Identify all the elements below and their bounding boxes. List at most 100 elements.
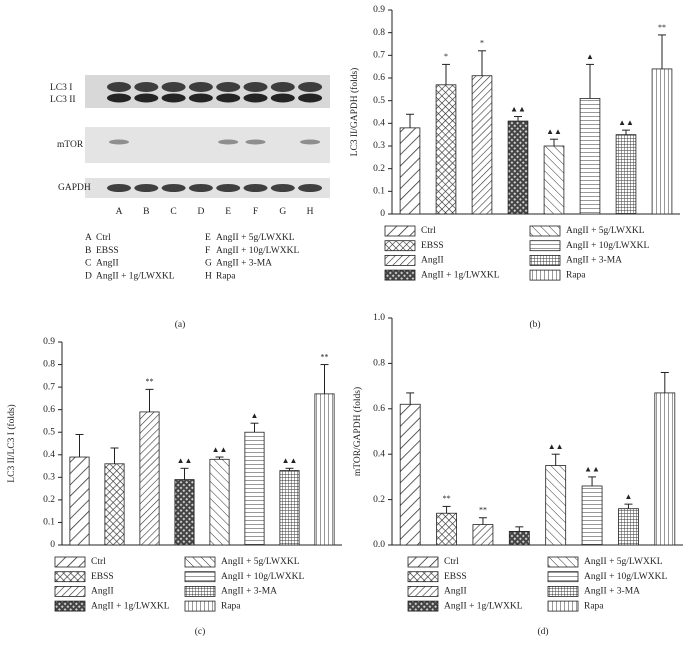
legend-swatch — [529, 225, 561, 237]
band — [298, 93, 323, 103]
legend-swatch — [407, 556, 439, 568]
legend-swatch — [54, 556, 86, 568]
y-tick-label: 0.8 — [373, 359, 385, 369]
bar — [209, 458, 230, 546]
bar — [244, 431, 265, 546]
y-tick-label: 0.3 — [373, 141, 385, 151]
legend-lane: B — [85, 246, 91, 256]
band — [216, 184, 241, 192]
legend-swatch — [529, 254, 561, 266]
legend-label: AngII + 10g/LWXKL — [584, 572, 667, 582]
y-axis-label: LC3 II/LC3 I (folds) — [6, 404, 17, 482]
band — [161, 93, 186, 103]
bar — [104, 463, 125, 546]
band — [243, 184, 268, 192]
band — [134, 93, 159, 103]
legend-label: AngII — [444, 587, 467, 597]
band — [188, 184, 213, 192]
legend-swatch — [384, 240, 416, 252]
band — [188, 93, 213, 103]
annotation: ▲▲ — [584, 465, 600, 474]
panel-caption: (c) — [195, 626, 206, 637]
legend-lane: H — [205, 271, 212, 281]
legend-lane: D — [85, 271, 92, 281]
bar — [654, 392, 676, 546]
y-tick-label: 0.0 — [373, 540, 385, 550]
legend-label: AngII + 5g/LWXKL — [216, 233, 295, 243]
bar — [436, 512, 457, 546]
legend-swatch — [547, 586, 579, 597]
panel-caption: (d) — [537, 626, 548, 637]
lane-label: C — [170, 207, 176, 217]
bar — [579, 98, 601, 215]
band — [298, 184, 323, 192]
band — [107, 93, 131, 103]
legend-label: AngII + 10g/LWXKL — [216, 246, 299, 256]
y-tick-label: 0.9 — [43, 337, 55, 347]
legend-label: Rapa — [566, 270, 586, 280]
lane-label: H — [307, 207, 314, 217]
band — [161, 82, 186, 92]
band — [298, 82, 323, 92]
legend-lane: G — [205, 259, 212, 269]
lane-label: B — [143, 207, 149, 217]
bar — [279, 470, 300, 546]
legend-label: AngII + 1g/LWXKL — [91, 601, 170, 611]
legend-swatch — [407, 586, 439, 597]
legend-label: EBSS — [91, 572, 114, 582]
legend-lane: A — [85, 233, 92, 243]
legend-lane: F — [205, 246, 210, 256]
y-tick-label: 0.6 — [373, 73, 385, 83]
band — [270, 93, 295, 103]
bar — [543, 145, 565, 215]
y-tick-label: 0.1 — [373, 187, 385, 197]
panel-caption: (b) — [529, 319, 540, 330]
y-tick-label: 0.8 — [373, 28, 385, 38]
legend-swatch — [547, 600, 579, 612]
legend-label: AngII + 3-MA — [566, 256, 622, 266]
bar — [472, 524, 494, 546]
annotation: ** — [479, 506, 487, 515]
lane-label: A — [116, 207, 123, 217]
annotation: ▲ — [586, 52, 594, 61]
legend-swatch — [184, 571, 216, 583]
annotation: ▲▲ — [546, 127, 562, 136]
band — [270, 184, 295, 192]
bar — [399, 403, 421, 546]
legend-label: AngII + 3-MA — [216, 259, 272, 269]
legend-swatch — [547, 556, 579, 568]
bar — [314, 393, 335, 546]
blot-row-label: LC3 I — [50, 83, 72, 93]
band — [107, 184, 131, 192]
bar — [174, 479, 195, 546]
bar — [435, 84, 457, 215]
band — [107, 82, 131, 92]
bar — [471, 75, 493, 215]
annotation: ▲▲ — [618, 118, 634, 127]
lane-label: F — [253, 207, 258, 217]
legend-swatch — [547, 571, 579, 583]
blot-panel — [85, 75, 330, 198]
bar — [69, 456, 90, 546]
legend-swatch — [407, 571, 439, 583]
lane-label: D — [197, 207, 204, 217]
y-axis-label: LC3 II/GAPDH (folds) — [349, 68, 360, 157]
band — [188, 82, 213, 92]
annotation: * — [480, 39, 484, 48]
legend-swatch — [384, 225, 416, 237]
legend-lane: C — [85, 259, 91, 269]
legend-swatch — [384, 269, 416, 281]
bar — [508, 530, 530, 546]
legend-label: AngII — [421, 256, 444, 266]
legend-swatch — [54, 571, 86, 583]
annotation: ** — [443, 494, 451, 503]
blot-strip — [85, 75, 330, 108]
legend-label: AngII + 1g/LWXKL — [96, 271, 175, 281]
band — [243, 93, 268, 103]
legend-label: AngII + 3-MA — [584, 587, 640, 597]
y-axis-label: mTOR/GAPDH (folds) — [352, 387, 363, 476]
legend-label: Rapa — [221, 601, 241, 611]
legend-label: Ctrl — [444, 557, 459, 567]
legend-swatch — [54, 586, 86, 597]
